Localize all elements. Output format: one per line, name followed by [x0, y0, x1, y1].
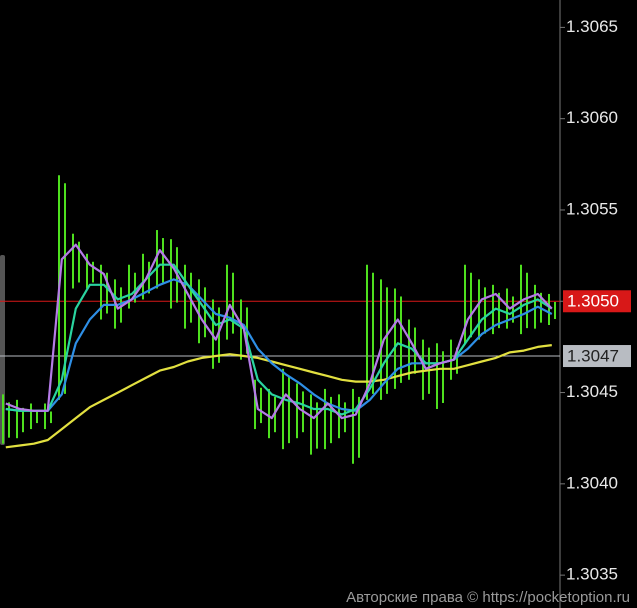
price-label-box: [563, 345, 631, 368]
y-tick-label: 1.3035: [566, 565, 618, 584]
y-tick-label: 1.3045: [566, 382, 618, 401]
y-tick-label: 1.3060: [566, 108, 618, 127]
y-tick-label: 1.3040: [566, 473, 618, 492]
price-label: 1.3050: [567, 292, 619, 311]
price-label-box: [563, 290, 631, 313]
indicator-line: [5, 278, 553, 412]
y-tick-label: 1.3055: [566, 199, 618, 218]
indicator-line: [5, 263, 553, 416]
indicator-line: [5, 344, 552, 449]
indicator-line: [5, 243, 553, 420]
watermark: Авторские права © https://pocketoption.r…: [346, 589, 630, 606]
price-label: 1.3047: [567, 347, 619, 366]
y-tick-label: 1.3065: [566, 17, 618, 36]
